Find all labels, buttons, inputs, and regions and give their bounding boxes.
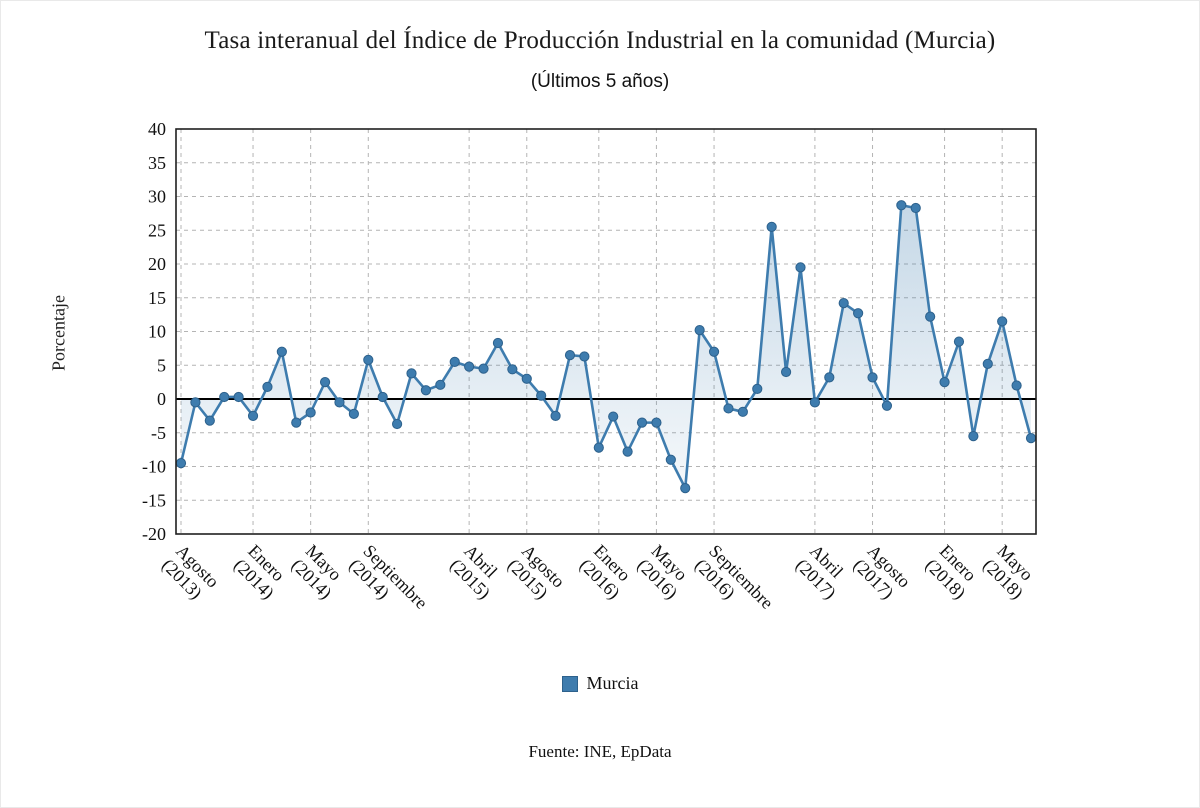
svg-text:Mayo(2014): Mayo(2014) <box>287 541 350 604</box>
svg-text:Agosto(2015): Agosto(2015) <box>503 541 569 607</box>
svg-text:-10: -10 <box>142 457 166 477</box>
page-subtitle: (Últimos 5 años) <box>530 71 670 92</box>
svg-text:Mayo(2018): Mayo(2018) <box>979 541 1042 604</box>
svg-text:Enero(2018): Enero(2018) <box>921 541 984 604</box>
svg-text:Abril(2017): Abril(2017) <box>791 541 854 604</box>
svg-text:5: 5 <box>157 355 166 375</box>
legend-label-murcia: Murcia <box>586 673 639 693</box>
svg-text:15: 15 <box>148 288 166 308</box>
svg-text:Septiembre(2016): Septiembre(2016) <box>690 541 777 628</box>
svg-text:Agosto(2017): Agosto(2017) <box>849 541 915 607</box>
y-axis-title: Porcentaje <box>48 295 69 371</box>
svg-text:Mayo(2016): Mayo(2016) <box>633 541 696 604</box>
svg-text:-5: -5 <box>151 423 166 443</box>
svg-text:20: 20 <box>148 254 166 274</box>
svg-text:Abril(2015): Abril(2015) <box>445 541 508 604</box>
svg-text:30: 30 <box>148 187 166 207</box>
svg-text:Septiembre(2014): Septiembre(2014) <box>345 541 432 628</box>
svg-text:Agosto(2013): Agosto(2013) <box>157 541 223 607</box>
svg-text:10: 10 <box>148 322 166 342</box>
svg-text:Enero(2014): Enero(2014) <box>229 541 292 604</box>
chart-area: Porcentaje -20 -15 -10 -5 0 5 10 15 20 25 30 35 40 Ag… <box>1 115 1200 667</box>
svg-text:-20: -20 <box>142 524 166 544</box>
legend-swatch-murcia <box>561 675 578 692</box>
svg-text:-15: -15 <box>142 490 166 510</box>
svg-text:Enero(2016): Enero(2016) <box>575 541 638 604</box>
svg-text:0: 0 <box>157 389 166 409</box>
page-title: Tasa interanual del Índice de Producción… <box>204 27 996 54</box>
chart-legend: Murcia <box>1 673 1199 694</box>
svg-text:25: 25 <box>148 220 166 240</box>
svg-text:40: 40 <box>148 119 166 139</box>
svg-text:35: 35 <box>148 153 166 173</box>
source-note: Fuente: INE, EpData <box>528 742 672 761</box>
